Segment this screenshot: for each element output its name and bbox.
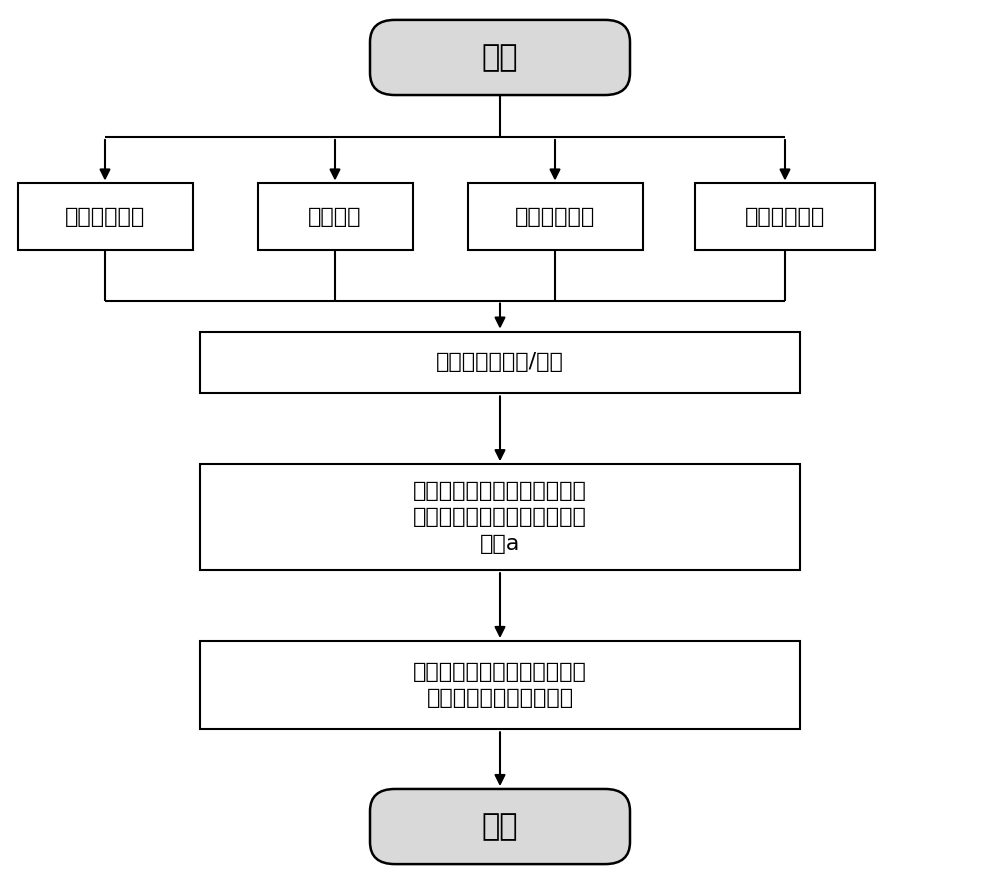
Text: 获取地震烈度: 获取地震烈度 bbox=[745, 207, 825, 226]
Text: 结束: 结束 bbox=[482, 812, 518, 841]
Text: 从原点水平向右的射线逆向时
针转向圆上的点，走过的角度
设为a: 从原点水平向右的射线逆向时 针转向圆上的点，走过的角度 设为a bbox=[413, 481, 587, 553]
FancyBboxPatch shape bbox=[370, 789, 630, 865]
Text: 获取震中位置: 获取震中位置 bbox=[65, 207, 145, 226]
Bar bbox=[258, 184, 413, 249]
Bar bbox=[468, 184, 642, 249]
Text: 获取余震分布: 获取余震分布 bbox=[515, 207, 595, 226]
Bar bbox=[695, 184, 875, 249]
Text: 开始: 开始 bbox=[482, 43, 518, 72]
Bar bbox=[200, 464, 800, 570]
Bar bbox=[200, 332, 800, 393]
Text: 获取震级: 获取震级 bbox=[308, 207, 362, 226]
Bar bbox=[200, 641, 800, 729]
FancyBboxPatch shape bbox=[370, 19, 630, 95]
Bar bbox=[18, 184, 192, 249]
Text: 地震影响场边界/等级: 地震影响场边界/等级 bbox=[436, 353, 564, 372]
Text: 根据角度、半径、中心点计算
圆周上各点的经纬度序列: 根据角度、半径、中心点计算 圆周上各点的经纬度序列 bbox=[413, 662, 587, 708]
